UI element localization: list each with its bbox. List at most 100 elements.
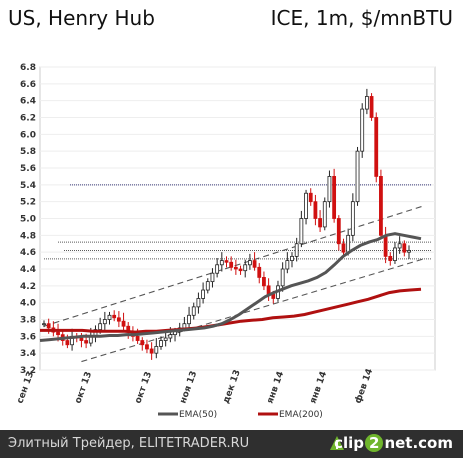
candle-body bbox=[360, 108, 365, 152]
candle-body bbox=[327, 176, 332, 203]
y-tick-label: 3.8 bbox=[20, 316, 36, 326]
candle-body bbox=[322, 201, 327, 228]
candle-body bbox=[280, 268, 285, 287]
candle-body bbox=[107, 314, 112, 320]
candle-body bbox=[201, 289, 206, 299]
channel-upper-line bbox=[43, 205, 424, 327]
candle-body bbox=[56, 331, 60, 336]
candle-body bbox=[42, 323, 46, 326]
candle-body bbox=[336, 218, 341, 245]
candle-body bbox=[350, 201, 355, 236]
candle-body bbox=[247, 260, 252, 266]
candle-body bbox=[294, 243, 299, 257]
y-tick-label: 5.6 bbox=[20, 164, 36, 174]
legend-label: EMA(50) bbox=[179, 410, 217, 420]
candle-body bbox=[182, 323, 187, 329]
candle-body bbox=[407, 250, 411, 253]
candle-body bbox=[402, 243, 407, 253]
candle-body bbox=[159, 340, 163, 347]
candle-body bbox=[397, 243, 402, 249]
candle-body bbox=[341, 243, 346, 253]
candle-body bbox=[374, 117, 379, 177]
y-tick-label: 5.0 bbox=[20, 215, 36, 225]
x-tick-label: окт 13 bbox=[133, 370, 154, 405]
logo-part-c: net.com bbox=[384, 434, 453, 452]
candle-body bbox=[229, 261, 234, 268]
candle-body bbox=[290, 255, 294, 261]
candle-body bbox=[285, 260, 290, 270]
y-tick-label: 4.6 bbox=[20, 248, 36, 258]
y-tick-label: 3.6 bbox=[20, 332, 36, 342]
candle-body bbox=[135, 335, 140, 341]
candle-body bbox=[262, 277, 266, 287]
candle-body bbox=[308, 192, 313, 203]
footer-logo-text[interactable]: clip 2 net.com bbox=[334, 434, 453, 452]
logo-part-a: clip bbox=[334, 434, 364, 452]
candle-body bbox=[84, 340, 89, 344]
candle-body bbox=[102, 319, 107, 325]
chart-title-right: ICE, 1m, $/mnBTU bbox=[270, 6, 453, 30]
x-tick-label: янв 14 bbox=[308, 370, 329, 405]
candle-body bbox=[191, 306, 196, 316]
candle-body bbox=[210, 272, 215, 283]
candle-body bbox=[205, 281, 210, 291]
y-tick-label: 4.2 bbox=[20, 282, 36, 292]
logo-part-b: 2 bbox=[365, 434, 384, 452]
candle-body bbox=[112, 314, 117, 319]
candle-body bbox=[393, 247, 397, 261]
y-tick-label: 6.2 bbox=[20, 114, 36, 124]
price-chart: 3.2 3.4 3.6 3.8 4.0 4.2 4.4 4.6 4.8 5.0 5.2 5.4 5.6 5… bbox=[15, 63, 436, 420]
x-tick-label: дек 13 bbox=[221, 369, 242, 405]
x-tick-label: фев 14 bbox=[353, 367, 375, 405]
candle-body bbox=[187, 314, 191, 325]
candle-body bbox=[154, 346, 159, 354]
chart-title-left: US, Henry Hub bbox=[8, 6, 155, 30]
legend-label: EMA(200) bbox=[279, 410, 323, 420]
clip2net-logo-icon bbox=[330, 436, 344, 450]
candle-body bbox=[168, 334, 173, 339]
candle-body bbox=[116, 317, 121, 322]
candle-body bbox=[388, 255, 393, 261]
y-tick-label: 5.4 bbox=[20, 181, 36, 191]
x-tick-label: сен 13 bbox=[15, 370, 36, 405]
y-tick-label: 6.8 bbox=[20, 63, 36, 73]
y-tick-label: 6.0 bbox=[20, 130, 36, 140]
candle-body bbox=[149, 348, 154, 354]
ema200-line bbox=[40, 287, 422, 334]
candle-body bbox=[346, 234, 351, 253]
candle-body bbox=[238, 268, 243, 272]
x-tick-label: окт 13 bbox=[73, 370, 94, 405]
candle-body bbox=[79, 337, 84, 341]
y-tick-label: 4.4 bbox=[20, 265, 36, 275]
ema50-line bbox=[39, 232, 422, 342]
candle-body bbox=[46, 323, 51, 329]
candle-body bbox=[215, 264, 220, 274]
footer-bar: Элитный Трейдер, ELITETRADER.RU clip 2 net… bbox=[0, 430, 463, 458]
candle-body bbox=[355, 150, 360, 203]
candle-body bbox=[369, 96, 374, 118]
y-tick-label: 4.0 bbox=[20, 299, 36, 309]
candle-body bbox=[140, 340, 145, 346]
candle-body bbox=[304, 192, 308, 219]
y-tick-label: 5.2 bbox=[20, 198, 36, 208]
candle-body bbox=[224, 260, 229, 263]
x-tick-label: янв 14 bbox=[265, 370, 286, 405]
candle-body bbox=[383, 234, 388, 257]
candle-body bbox=[196, 298, 201, 308]
candle-body bbox=[121, 320, 126, 327]
candle-body bbox=[163, 337, 168, 341]
candle-body bbox=[379, 176, 383, 236]
candle-body bbox=[313, 201, 318, 219]
y-tick-label: 6.6 bbox=[20, 80, 36, 90]
candle-body bbox=[233, 266, 238, 270]
candle-body bbox=[257, 266, 262, 278]
candle-body bbox=[332, 176, 337, 219]
candle-body bbox=[98, 323, 103, 331]
candle-body bbox=[219, 260, 224, 266]
y-tick-label: 3.4 bbox=[20, 349, 36, 359]
candle-body bbox=[318, 218, 322, 228]
y-tick-label: 4.8 bbox=[20, 231, 36, 241]
y-tick-label: 6.4 bbox=[20, 97, 36, 107]
footer-source-text: Элитный Трейдер, ELITETRADER.RU bbox=[8, 436, 250, 451]
